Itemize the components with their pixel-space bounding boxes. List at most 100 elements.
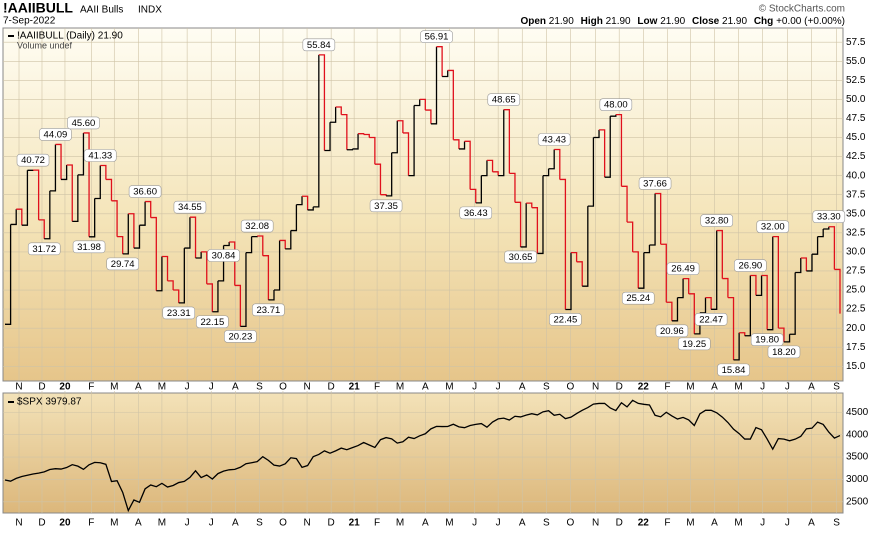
step-segment [341, 113, 348, 150]
step-segment [744, 275, 751, 337]
x-tick-label: F [374, 382, 380, 393]
step-segment [49, 144, 57, 192]
step-segment [548, 149, 555, 170]
value-label-box [196, 315, 229, 329]
x-tick-label: 20 [59, 382, 71, 393]
x-tick-label: D [328, 382, 335, 393]
x-tick-label: J [760, 382, 765, 393]
value-label-box [487, 93, 521, 106]
x-tick-label: N [303, 518, 310, 529]
step-segment [268, 290, 275, 301]
step-segment [582, 206, 589, 287]
value-label: 19.25 [682, 339, 706, 350]
value-label: 20.96 [660, 326, 684, 337]
value-label-box [72, 240, 106, 254]
step-segment [161, 255, 169, 281]
step-segment [335, 106, 342, 115]
step-segment [481, 160, 488, 177]
x-tick-label: N [303, 382, 310, 393]
step-segment [470, 188, 477, 203]
x-tick-label: A [422, 518, 429, 529]
x-tick-label: 20 [59, 518, 71, 529]
ohlc-label: Open [520, 16, 546, 27]
step-segment [660, 243, 667, 303]
x-tick-label: M [734, 382, 742, 393]
x-tick-label: F [88, 382, 94, 393]
x-tick-label: M [158, 518, 166, 529]
x-tick-label: J [472, 518, 477, 529]
step-segment [38, 219, 45, 239]
step-segment [245, 236, 253, 254]
x-tick-label: A [808, 382, 815, 393]
price-line [4, 399, 841, 513]
value-label: 18.20 [772, 347, 796, 358]
x-tick-label: M [686, 382, 694, 393]
step-segment [811, 236, 819, 255]
x-tick-label: O [567, 382, 575, 393]
step-segment [167, 280, 174, 291]
x-tick-label: S [256, 382, 263, 393]
step-segment [604, 116, 611, 178]
step-segment [565, 252, 572, 311]
value-label-box [369, 199, 403, 213]
step-segment [330, 107, 337, 123]
value-label: 44.09 [44, 129, 68, 140]
x-tick-label: 22 [638, 382, 650, 393]
step-segment [677, 278, 684, 299]
step-segment [688, 293, 695, 334]
step-segment [542, 168, 550, 177]
x-tick-label: J [209, 382, 214, 393]
step-segment [643, 245, 651, 254]
step-segment [391, 120, 398, 154]
value-label-box [666, 262, 700, 275]
step-segment [262, 255, 270, 300]
step-segment [705, 296, 712, 310]
value-label: 19.80 [755, 335, 779, 346]
value-label-box [756, 220, 790, 233]
x-tick-label: N [592, 518, 599, 529]
value-label-box [504, 250, 537, 264]
value-label-box [812, 210, 846, 224]
x-tick-label: O [567, 518, 575, 529]
step-segment [520, 203, 527, 248]
value-label-box [173, 200, 207, 214]
value-label-box [767, 345, 801, 359]
y-tick-label: 40.0 [846, 170, 866, 181]
step-segment [307, 206, 314, 211]
step-segment [666, 301, 673, 321]
value-label: 15.84 [722, 365, 746, 376]
value-label-box [240, 219, 274, 233]
x-tick-label: F [664, 518, 670, 529]
step-segment [458, 141, 466, 150]
step-segment [442, 70, 449, 78]
x-tick-label: M [734, 518, 742, 529]
step-segment [447, 69, 454, 140]
value-label-box [27, 242, 61, 256]
value-label: 32.80 [705, 216, 729, 227]
y-tick-label: 17.5 [846, 342, 866, 353]
step-segment [475, 175, 482, 204]
x-tick-label: M [686, 518, 694, 529]
step-segment [55, 143, 62, 180]
value-label-box [207, 249, 240, 262]
ohlc-label: High [581, 16, 603, 27]
value-label-box [655, 324, 689, 338]
x-tick-label: J [185, 518, 190, 529]
step-segment [16, 208, 23, 226]
x-tick-label: M [396, 382, 404, 393]
step-segment [100, 164, 107, 180]
step-segment [302, 195, 309, 210]
step-segment [285, 230, 292, 250]
step-segment [559, 178, 567, 310]
value-label-box [638, 177, 672, 190]
value-label: 32.00 [761, 222, 785, 233]
step-segment [727, 296, 735, 360]
x-tick-label: 21 [349, 382, 361, 393]
step-segment [795, 257, 802, 274]
y-tick-label: 4500 [846, 407, 869, 418]
x-tick-label: S [543, 518, 550, 529]
step-segment [83, 132, 90, 237]
step-segment [761, 274, 768, 330]
step-segment [425, 109, 432, 124]
x-tick-label: O [279, 518, 287, 529]
